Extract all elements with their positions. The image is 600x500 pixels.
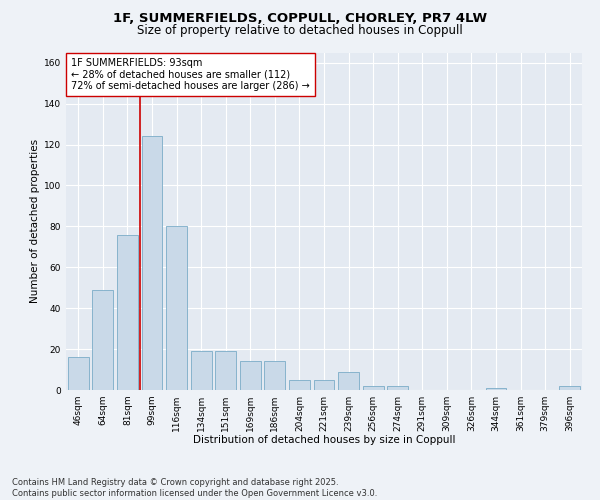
Bar <box>215 351 236 390</box>
Bar <box>387 386 408 390</box>
Bar <box>265 362 286 390</box>
Bar <box>338 372 359 390</box>
Y-axis label: Number of detached properties: Number of detached properties <box>30 139 40 304</box>
Bar <box>191 351 212 390</box>
Bar <box>92 290 113 390</box>
Bar <box>559 386 580 390</box>
Bar <box>142 136 163 390</box>
Bar <box>166 226 187 390</box>
Text: Contains HM Land Registry data © Crown copyright and database right 2025.
Contai: Contains HM Land Registry data © Crown c… <box>12 478 377 498</box>
Text: 1F SUMMERFIELDS: 93sqm
← 28% of detached houses are smaller (112)
72% of semi-de: 1F SUMMERFIELDS: 93sqm ← 28% of detached… <box>71 58 310 91</box>
Bar <box>314 380 334 390</box>
Bar <box>68 358 89 390</box>
Bar <box>240 362 261 390</box>
Text: 1F, SUMMERFIELDS, COPPULL, CHORLEY, PR7 4LW: 1F, SUMMERFIELDS, COPPULL, CHORLEY, PR7 … <box>113 12 487 26</box>
Text: Size of property relative to detached houses in Coppull: Size of property relative to detached ho… <box>137 24 463 37</box>
Bar <box>362 386 383 390</box>
Bar <box>117 234 138 390</box>
Bar <box>289 380 310 390</box>
X-axis label: Distribution of detached houses by size in Coppull: Distribution of detached houses by size … <box>193 436 455 446</box>
Bar <box>485 388 506 390</box>
